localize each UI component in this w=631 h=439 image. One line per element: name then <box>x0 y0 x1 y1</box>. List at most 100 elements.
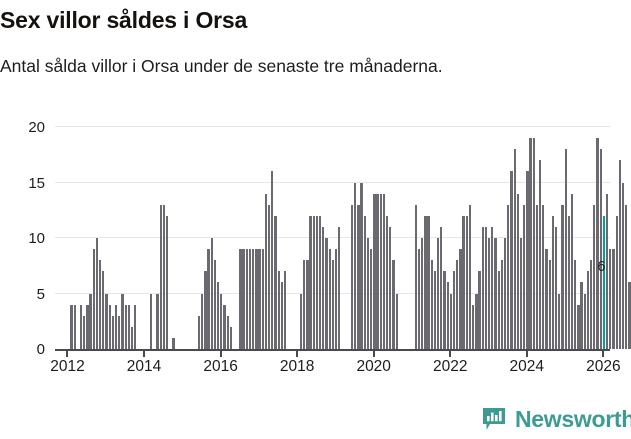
bar <box>309 215 312 349</box>
bar <box>267 204 271 349</box>
bar <box>111 315 115 349</box>
bar <box>283 271 287 349</box>
bar <box>628 282 631 349</box>
bar <box>239 249 242 349</box>
bar <box>89 293 92 349</box>
bar <box>462 215 465 349</box>
bar <box>312 215 315 349</box>
bar <box>484 226 488 349</box>
bar <box>274 215 277 349</box>
bar <box>363 215 366 349</box>
bar <box>385 215 389 349</box>
bar <box>162 204 166 349</box>
x-axis-tick-label: 2026 <box>586 358 621 375</box>
bar <box>357 204 360 349</box>
x-axis-tick <box>143 349 146 357</box>
bar <box>497 271 500 349</box>
bar <box>583 293 586 349</box>
x-axis-tick-label: 2024 <box>509 358 545 375</box>
bar <box>612 249 615 349</box>
bar <box>207 249 210 349</box>
bar <box>165 215 169 349</box>
bar <box>210 238 213 349</box>
bar <box>427 215 430 349</box>
bar-highlighted <box>602 215 606 349</box>
bar <box>204 271 207 349</box>
bar <box>554 226 558 349</box>
bar <box>360 182 363 349</box>
newsworthy-logo[interactable]: Newsworthy <box>481 405 631 433</box>
bar <box>459 249 462 349</box>
bar <box>350 204 354 349</box>
bar <box>580 282 583 349</box>
bar <box>99 260 102 349</box>
y-axis-tick-label: 10 <box>28 230 45 247</box>
bar <box>590 260 593 349</box>
bar <box>280 282 284 349</box>
bar <box>513 149 516 349</box>
bar <box>338 226 341 349</box>
bar <box>325 238 328 349</box>
bar <box>303 260 306 349</box>
y-axis-tick-label: 15 <box>28 174 45 192</box>
bar <box>134 304 137 349</box>
x-axis-tick <box>525 349 528 357</box>
bar <box>70 304 73 349</box>
x-axis-tick <box>66 349 69 357</box>
chart-plot-area: 0 5 10 15 20 2012 2014 2016 2018 2020 2022 2024 202… <box>0 112 631 387</box>
bar <box>315 215 319 349</box>
bar <box>373 193 376 349</box>
bar <box>551 215 555 349</box>
bar <box>370 249 373 349</box>
bar-value-label: 6 <box>597 259 606 276</box>
bar <box>526 171 529 349</box>
bar <box>468 204 472 349</box>
bar <box>245 249 248 349</box>
bar <box>392 260 395 349</box>
x-axis-tick <box>219 349 222 357</box>
bar <box>306 260 309 349</box>
bar <box>421 238 424 349</box>
x-axis-tick-label: 2016 <box>203 358 238 375</box>
bar <box>510 171 513 349</box>
bar <box>558 293 561 349</box>
bar <box>271 171 274 349</box>
brand-name: Newsworthy <box>515 405 631 432</box>
bar <box>475 293 478 349</box>
bar <box>567 215 570 349</box>
bar <box>436 238 440 349</box>
bar <box>334 249 338 349</box>
bar <box>156 293 159 349</box>
bar <box>618 160 621 349</box>
gridline <box>55 181 610 183</box>
x-axis-tick-label: 2020 <box>356 358 391 375</box>
bar <box>92 249 95 349</box>
x-axis-tick-label: 2012 <box>50 358 85 375</box>
x-axis-line <box>55 348 610 351</box>
bar-chart-speech-bubble-icon <box>481 406 507 432</box>
bar <box>213 260 217 349</box>
bar <box>433 271 437 349</box>
bar <box>615 215 618 349</box>
bar <box>73 304 76 349</box>
chart-subtitle: Antal sålda villor i Orsa under de senas… <box>0 56 443 76</box>
bar <box>229 326 233 349</box>
bar <box>121 293 124 349</box>
bar <box>118 315 121 349</box>
bar <box>570 193 574 349</box>
page-title: Sex villor såldes i Orsa <box>0 7 248 33</box>
bar <box>599 149 602 349</box>
bar <box>491 226 494 349</box>
bar <box>255 249 258 349</box>
bar <box>242 249 245 349</box>
bar <box>446 282 449 349</box>
y-axis-labels: 0 5 10 15 20 <box>0 112 45 387</box>
bar <box>529 138 532 349</box>
plot-canvas <box>55 126 631 351</box>
x-axis-ticks <box>55 349 610 357</box>
bar <box>478 271 481 349</box>
bar <box>417 249 421 349</box>
bar <box>226 315 229 349</box>
bar <box>277 271 280 349</box>
